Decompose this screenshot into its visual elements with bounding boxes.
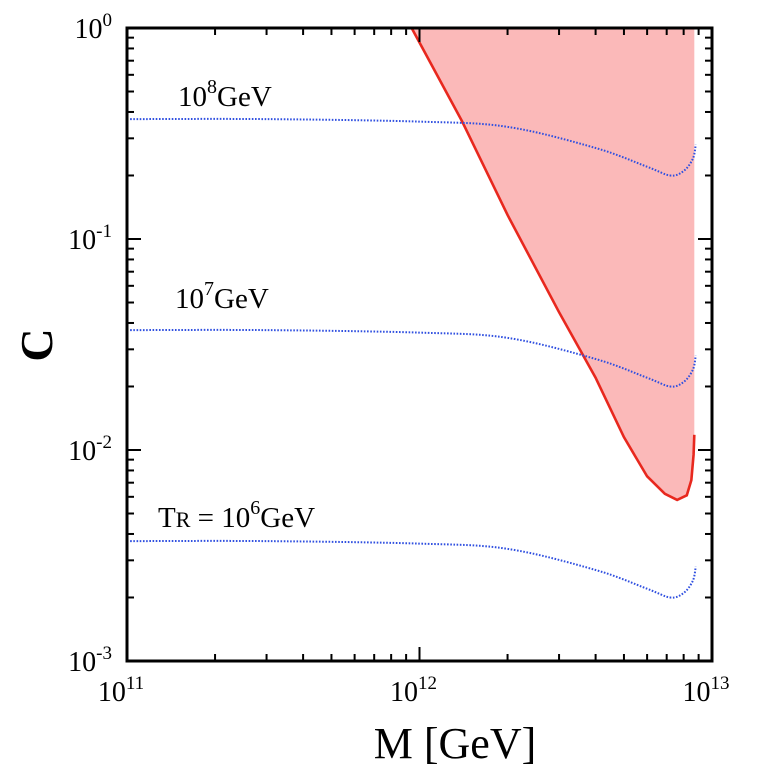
series-label-1: 107GeV <box>175 278 269 315</box>
ticks-layer: 1011 1012 1013 10-3 10-2 10-1 100 <box>68 10 729 708</box>
plot-frame <box>125 26 714 663</box>
excluded-region <box>410 27 696 502</box>
series-line-1 <box>126 328 697 388</box>
series-line-2 <box>126 117 697 177</box>
y-tick-label: 10-1 <box>68 221 112 256</box>
y-tick-label: 100 <box>75 10 113 45</box>
series-layer <box>126 117 697 599</box>
series-line-0 <box>126 539 697 599</box>
y-tick-label: 10-2 <box>68 432 112 467</box>
y-tick-label: 10-3 <box>68 643 112 678</box>
excluded-region-boundary <box>410 27 696 502</box>
x-tick-label: 1012 <box>390 673 437 708</box>
x-tick-label: 1013 <box>683 673 730 708</box>
series-label-2: 108GeV <box>178 76 272 113</box>
x-axis-label: M [GeV] <box>374 719 537 765</box>
y-axis-label: C <box>11 328 62 361</box>
labels-layer: TR = 106GeV 107GeV 108GeV <box>158 76 315 534</box>
excluded-region-fill <box>411 28 695 500</box>
series-label-0: TR = 106GeV <box>158 497 315 534</box>
x-tick-label: 1011 <box>98 673 144 708</box>
